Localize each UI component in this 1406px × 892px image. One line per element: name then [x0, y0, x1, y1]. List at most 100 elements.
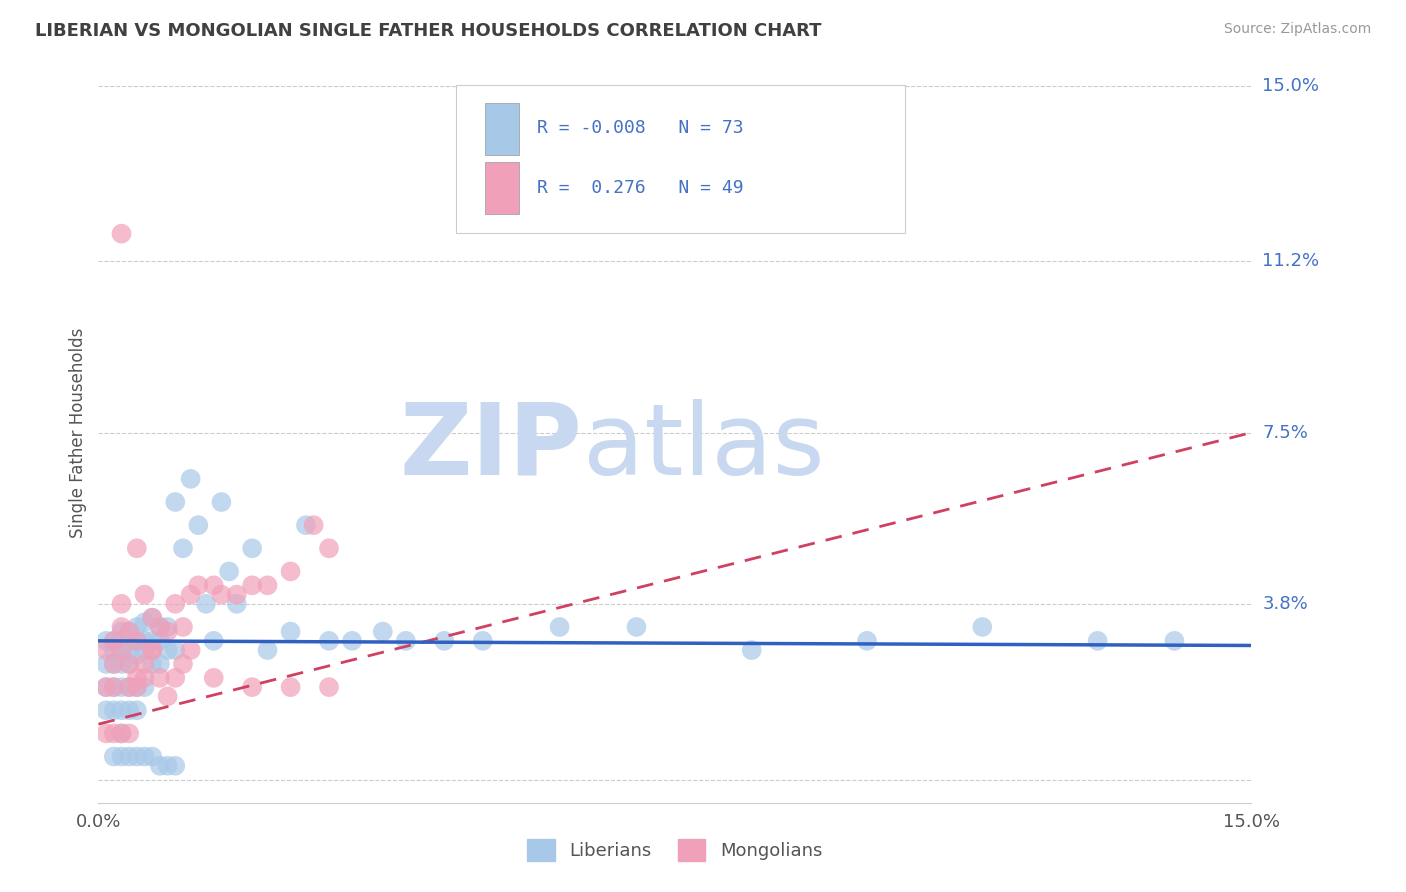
Point: [280, 680, 302, 694]
Point: [125, 633, 148, 648]
Text: 7.5%: 7.5%: [1263, 424, 1309, 442]
Point: [209, 495, 232, 509]
Point: [103, 657, 125, 671]
Point: [240, 541, 263, 556]
Point: [94, 657, 117, 671]
Point: [125, 671, 148, 685]
Y-axis label: Single Father Households: Single Father Households: [69, 327, 87, 538]
Point: [302, 518, 325, 533]
Point: [118, 726, 141, 740]
Point: [209, 588, 232, 602]
Point: [141, 633, 163, 648]
Point: [118, 643, 141, 657]
Point: [626, 620, 648, 634]
Point: [103, 680, 125, 694]
Point: [110, 680, 132, 694]
Point: [149, 657, 172, 671]
Text: LIBERIAN VS MONGOLIAN SINGLE FATHER HOUSEHOLDS CORRELATION CHART: LIBERIAN VS MONGOLIAN SINGLE FATHER HOUS…: [35, 22, 821, 40]
Point: [141, 643, 163, 657]
Point: [280, 565, 302, 579]
Point: [202, 633, 225, 648]
Point: [141, 657, 163, 671]
Point: [134, 615, 156, 630]
Point: [471, 633, 494, 648]
Point: [149, 633, 172, 648]
Point: [240, 578, 263, 592]
Point: [1087, 633, 1109, 648]
Text: Source: ZipAtlas.com: Source: ZipAtlas.com: [1223, 22, 1371, 37]
Point: [202, 671, 225, 685]
Point: [103, 703, 125, 717]
Point: [125, 749, 148, 764]
Point: [741, 643, 763, 657]
Point: [118, 657, 141, 671]
Point: [172, 620, 194, 634]
Point: [110, 597, 132, 611]
Point: [103, 680, 125, 694]
Point: [110, 624, 132, 639]
Point: [94, 643, 117, 657]
Point: [395, 633, 418, 648]
Point: [94, 633, 117, 648]
Point: [149, 671, 172, 685]
Point: [318, 633, 340, 648]
Point: [125, 703, 148, 717]
Point: [118, 749, 141, 764]
Point: [141, 749, 163, 764]
Point: [134, 657, 156, 671]
Point: [225, 597, 247, 611]
Point: [134, 671, 156, 685]
Point: [1163, 633, 1185, 648]
Point: [134, 633, 156, 648]
Point: [156, 758, 179, 772]
Point: [134, 588, 156, 602]
Point: [110, 726, 132, 740]
Point: [118, 624, 141, 639]
Point: [103, 657, 125, 671]
Point: [240, 680, 263, 694]
Point: [103, 633, 125, 648]
Point: [165, 643, 187, 657]
Point: [103, 749, 125, 764]
Point: [141, 610, 163, 624]
Point: [856, 633, 879, 648]
Point: [118, 657, 141, 671]
Point: [165, 671, 187, 685]
Point: [110, 703, 132, 717]
Point: [141, 610, 163, 624]
Text: 3.8%: 3.8%: [1263, 595, 1308, 613]
FancyBboxPatch shape: [456, 85, 905, 233]
Point: [972, 620, 994, 634]
Point: [141, 643, 163, 657]
Point: [256, 643, 278, 657]
Point: [433, 633, 456, 648]
Point: [118, 703, 141, 717]
Point: [103, 643, 125, 657]
Point: [195, 597, 218, 611]
Point: [371, 624, 394, 639]
Point: [180, 643, 202, 657]
Point: [125, 648, 148, 662]
Point: [165, 597, 187, 611]
Point: [94, 680, 117, 694]
Point: [94, 703, 117, 717]
Point: [156, 620, 179, 634]
Point: [103, 633, 125, 648]
Point: [180, 588, 202, 602]
Point: [103, 726, 125, 740]
Point: [256, 578, 278, 592]
Point: [280, 624, 302, 639]
Point: [187, 518, 209, 533]
Text: 15.0%: 15.0%: [1263, 77, 1319, 95]
Point: [134, 680, 156, 694]
Point: [125, 680, 148, 694]
Point: [110, 227, 132, 241]
FancyBboxPatch shape: [485, 103, 519, 155]
Point: [548, 620, 571, 634]
Legend: Liberians, Mongolians: Liberians, Mongolians: [520, 831, 830, 868]
Point: [110, 726, 132, 740]
Point: [118, 680, 141, 694]
Point: [225, 588, 247, 602]
Point: [149, 620, 172, 634]
Text: 11.2%: 11.2%: [1263, 252, 1320, 270]
